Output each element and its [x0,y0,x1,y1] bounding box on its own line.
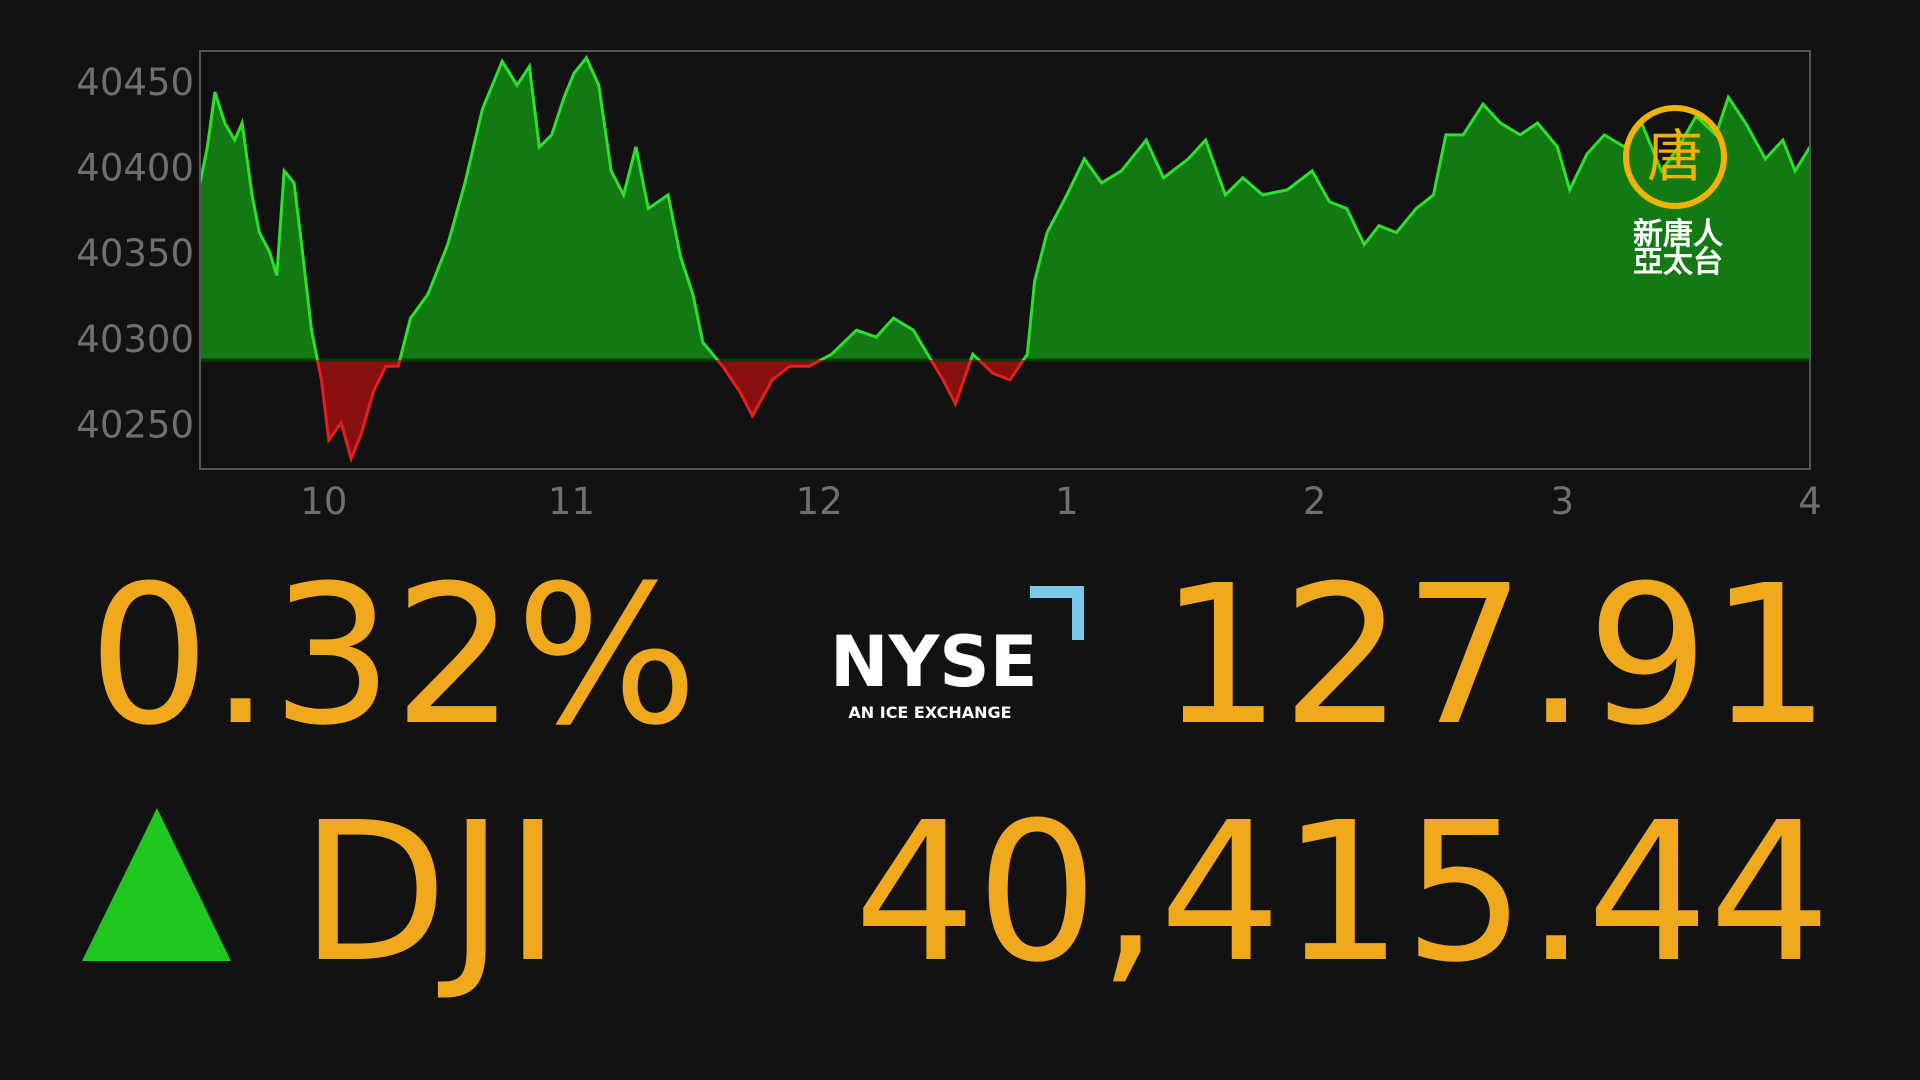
x-tick-label: 1 [1055,480,1079,523]
y-tick-label: 40350 [76,232,194,275]
nyse-bracket [1030,586,1084,640]
x-tick-label: 10 [300,480,347,523]
up-arrow [82,808,231,961]
x-tick-label: 12 [796,480,843,523]
plot-frame [199,50,1811,470]
y-tick-label: 40300 [76,318,194,361]
price: 40,415.44 [854,782,1831,1005]
y-tick-label: 40250 [76,403,194,446]
change: 127.91 [1159,545,1831,768]
y-tick-label: 40400 [76,146,194,189]
symbol: DJI [300,782,561,1005]
watermark-line: 新唐人 [1633,217,1723,252]
x-tick-label: 11 [548,480,595,523]
x-tick-label: 2 [1303,480,1327,523]
y-tick-label: 40450 [76,61,194,104]
watermark-line: 亞太台 [1633,245,1723,280]
x-tick-label: 4 [1798,480,1822,523]
watermark-ring [1623,105,1727,209]
area-up [200,57,1810,361]
line-up [200,55,1810,361]
change-percent: 0.32% [88,545,698,768]
nyse-tagline: AN ICE EXCHANGE [848,703,1011,722]
line-down [315,360,1026,464]
area-down [200,360,1810,459]
watermark-mark: 唐 [1647,125,1703,190]
nyse-name: NYSE [830,621,1038,703]
x-tick-label: 3 [1551,480,1575,523]
